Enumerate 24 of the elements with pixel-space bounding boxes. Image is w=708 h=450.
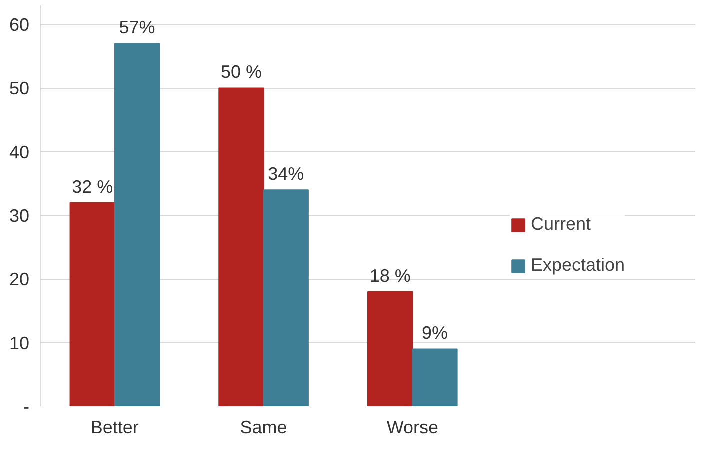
bar	[70, 202, 116, 406]
bar	[114, 43, 160, 406]
y-tick-label: 20	[9, 270, 30, 290]
bar	[263, 190, 309, 406]
legend-label: Expectation	[531, 255, 626, 276]
y-tick-label: 50	[9, 78, 30, 99]
y-tick-label: 10	[9, 333, 30, 354]
data-label: 57%	[119, 18, 156, 38]
data-label: 50 %	[220, 62, 262, 82]
bar	[218, 88, 264, 406]
y-tick-label: 40	[9, 142, 30, 162]
x-tick-label: Better	[90, 418, 139, 438]
x-tick-label: Worse	[386, 418, 439, 438]
legend-label: Current	[531, 214, 592, 235]
data-label: 9%	[422, 323, 448, 344]
bar	[412, 348, 458, 406]
data-label: 18 %	[370, 266, 411, 286]
bar	[368, 291, 414, 406]
x-tick-label: Same	[240, 418, 288, 438]
y-tick-label: 60	[9, 15, 30, 36]
data-label: 32 %	[72, 176, 114, 197]
y-tick-label: -	[24, 397, 30, 417]
data-label: 34%	[268, 164, 304, 184]
y-tick-label: 30	[9, 206, 30, 226]
